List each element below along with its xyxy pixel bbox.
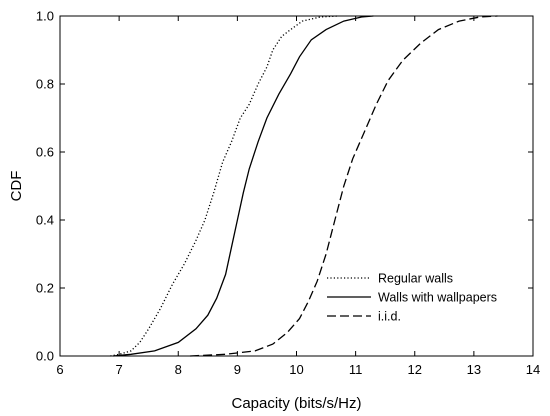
y-tick-label: 1.0 xyxy=(36,9,54,24)
y-tick-label: 0.6 xyxy=(36,145,54,160)
legend-label: Regular walls xyxy=(378,272,453,286)
y-tick-label: 0.4 xyxy=(36,213,54,228)
legend-label: Walls with wallpapers xyxy=(378,291,497,305)
series-line-dashed xyxy=(190,15,498,357)
x-tick-label: 13 xyxy=(467,362,481,377)
series-line-dotted xyxy=(110,15,338,357)
x-tick-label: 10 xyxy=(289,362,303,377)
x-tick-label: 12 xyxy=(408,362,422,377)
x-axis-label: Capacity (bits/s/Hz) xyxy=(231,395,361,412)
y-axis-label: CDF xyxy=(8,171,25,202)
x-tick-label: 14 xyxy=(526,362,540,377)
x-tick-label: 9 xyxy=(234,362,241,377)
x-tick-label: 11 xyxy=(349,362,363,377)
legend-label: i.i.d. xyxy=(378,310,401,324)
x-tick-label: 6 xyxy=(56,362,63,377)
y-tick-label: 0.0 xyxy=(36,349,54,364)
x-tick-label: 8 xyxy=(175,362,182,377)
y-tick-label: 0.8 xyxy=(36,77,54,92)
plot-frame xyxy=(59,15,534,357)
y-tick-label: 0.2 xyxy=(36,281,54,296)
series-line-solid xyxy=(113,15,374,357)
x-tick-label: 7 xyxy=(116,362,123,377)
